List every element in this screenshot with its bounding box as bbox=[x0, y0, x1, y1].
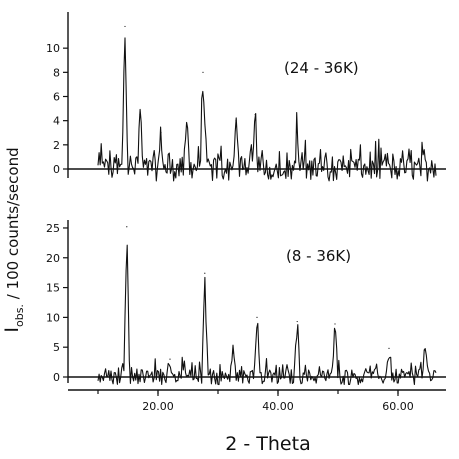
y-tick-label: 25 bbox=[46, 222, 60, 235]
peak-point bbox=[126, 226, 128, 228]
top-panel-label: (24 - 36K) bbox=[284, 59, 359, 77]
y-axis-title: Iobs. / 100 counts/second bbox=[1, 147, 26, 332]
x-axis: 20.00 40.00 60.00 bbox=[68, 389, 446, 413]
peak-point bbox=[334, 323, 336, 325]
y-tick-label: 2 bbox=[53, 139, 60, 152]
top-y-ticks: 0 2 4 6 8 10 bbox=[46, 25, 298, 176]
peak-point bbox=[202, 71, 204, 73]
x-tick-label: 60.00 bbox=[382, 400, 414, 413]
peak-point bbox=[388, 347, 390, 349]
y-axis-title-rest: / 100 counts/second bbox=[4, 147, 22, 304]
y-axis-title-sub: obs. bbox=[13, 304, 26, 327]
y-tick-label: 20 bbox=[46, 252, 60, 265]
y-tick-label: 10 bbox=[46, 42, 60, 55]
y-tick-label: 0 bbox=[53, 371, 60, 384]
top-series-line bbox=[97, 37, 437, 182]
peak-point bbox=[124, 25, 126, 28]
x-ticks: 20.00 40.00 60.00 bbox=[97, 390, 414, 413]
y-tick-label: 4 bbox=[53, 115, 60, 128]
y-tick-label: 6 bbox=[53, 91, 60, 104]
bottom-series-line bbox=[97, 244, 437, 386]
peak-point bbox=[169, 358, 171, 360]
y-tick-label: 8 bbox=[53, 66, 60, 79]
y-axis-title-main: I bbox=[1, 327, 23, 333]
y-tick-label: 15 bbox=[46, 282, 60, 295]
panel-24-36k: (24 - 36K) 0 2 4 6 8 10 bbox=[46, 12, 446, 182]
x-axis-title: 2 - Theta bbox=[225, 433, 310, 455]
peak-point bbox=[296, 320, 298, 323]
bottom-y-ticks: 0 5 10 15 20 25 bbox=[46, 222, 426, 384]
x-tick-label: 40.00 bbox=[262, 400, 294, 413]
y-tick-label: 0 bbox=[53, 163, 60, 176]
y-tick-label: 5 bbox=[53, 341, 60, 354]
y-tick-label: 10 bbox=[46, 311, 60, 324]
bottom-panel-label: (8 - 36K) bbox=[286, 247, 351, 265]
x-tick-label: 20.00 bbox=[142, 400, 174, 413]
panel-8-36k: (8 - 36K) 0 5 10 15 20 25 bbox=[46, 220, 446, 386]
peak-point bbox=[204, 272, 206, 274]
peak-point bbox=[256, 316, 258, 318]
